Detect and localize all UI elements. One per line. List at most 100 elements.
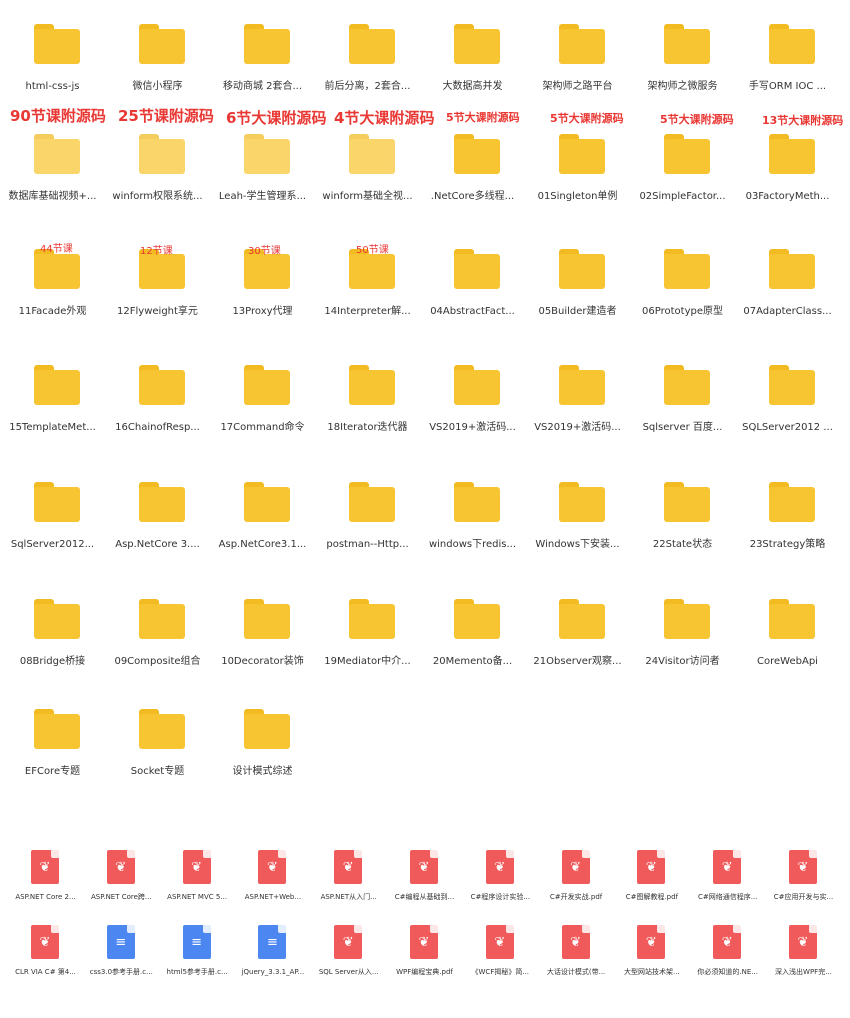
- folder-item[interactable]: html-css-js: [0, 8, 105, 118]
- folder-item[interactable]: VS2019+激活码...: [525, 349, 630, 466]
- folder-item[interactable]: winform权限系统...: [105, 118, 210, 233]
- folder-item[interactable]: 移动商城 2套合...: [210, 8, 315, 118]
- folder-item[interactable]: 微信小程序: [105, 8, 210, 118]
- folder-item[interactable]: 22State状态: [630, 466, 735, 583]
- file-item[interactable]: ❦ ASP.NET从入门...: [311, 846, 386, 921]
- folder-item[interactable]: 02SimpleFactor...: [630, 118, 735, 233]
- folder-item[interactable]: 手写ORM IOC ...: [735, 8, 840, 118]
- folder-item[interactable]: 架构师之微服务: [630, 8, 735, 118]
- file-item[interactable]: ≡ html5参考手册.c...: [160, 921, 235, 996]
- folder-item[interactable]: 17Command命令: [210, 349, 315, 466]
- folder-icon: [34, 365, 80, 405]
- folder-item[interactable]: Asp.NetCore 3....: [105, 466, 210, 583]
- folder-item[interactable]: SQLServer2012 ...: [735, 349, 840, 466]
- file-item[interactable]: ❦ 深入浅出WPF完...: [766, 921, 841, 996]
- folder-item[interactable]: postman--Http...: [315, 466, 420, 583]
- pdf-file-icon: ❦: [31, 850, 59, 884]
- folder-item[interactable]: 11Facade外观: [0, 233, 105, 349]
- folder-item[interactable]: 01Singleton单例: [525, 118, 630, 233]
- file-item[interactable]: ❦ C#开发实战.pdf: [539, 846, 614, 921]
- folder-label: 18Iterator迭代器: [327, 422, 408, 433]
- folder-item[interactable]: .NetCore多线程...: [420, 118, 525, 233]
- pdf-file-icon: ❦: [258, 850, 287, 884]
- file-label: WPF编程宝典.pdf: [396, 968, 453, 976]
- folder-item[interactable]: 13Proxy代理: [210, 233, 315, 349]
- folder-item[interactable]: 24Visitor访问者: [630, 583, 735, 693]
- file-item[interactable]: ❦ ASP.NET Core 2...: [8, 846, 83, 921]
- folder-label: 06Prototype原型: [642, 306, 723, 317]
- folder-item[interactable]: Socket专题: [105, 693, 210, 813]
- folder-item[interactable]: 设计模式综述: [210, 693, 315, 813]
- folder-label: 11Facade外观: [18, 306, 87, 317]
- file-item[interactable]: ❦ ASP.NET MVC 5...: [160, 846, 235, 921]
- file-item[interactable]: ❦ C#应用开发与实...: [766, 846, 841, 921]
- folder-label: 前后分离，2套合...: [324, 81, 411, 92]
- file-item[interactable]: ❦ C#编程从基础到...: [387, 846, 462, 921]
- folder-item[interactable]: 23Strategy策略: [735, 466, 840, 583]
- folder-item[interactable]: 03FactoryMeth...: [735, 118, 840, 233]
- folder-item[interactable]: SqlServer2012...: [0, 466, 105, 583]
- folder-icon: [559, 249, 605, 289]
- folder-icon: [139, 134, 185, 174]
- folder-item[interactable]: 18Iterator迭代器: [315, 349, 420, 466]
- file-item[interactable]: ❦ ASP.NET+Web...: [235, 846, 310, 921]
- folder-item[interactable]: 09Composite组合: [105, 583, 210, 693]
- folder-item[interactable]: 数据库基础视频+...: [0, 118, 105, 233]
- file-item[interactable]: ❦ WPF编程宝典.pdf: [387, 921, 462, 996]
- folder-item[interactable]: 20Memento备...: [420, 583, 525, 693]
- file-item[interactable]: ❦ 《WCF揭秘》简...: [463, 921, 538, 996]
- folder-label: Asp.NetCore3.1...: [218, 539, 307, 550]
- folder-item[interactable]: 04AbstractFact...: [420, 233, 525, 349]
- folder-item[interactable]: 16ChainofResp...: [105, 349, 210, 466]
- file-item[interactable]: ❦ 大型网站技术架...: [614, 921, 689, 996]
- folder-item[interactable]: 07AdapterClass...: [735, 233, 840, 349]
- file-item[interactable]: ❦ SQL Server从入...: [311, 921, 386, 996]
- folder-item[interactable]: 10Decorator装饰: [210, 583, 315, 693]
- folder-label: 微信小程序: [132, 81, 183, 92]
- folder-item[interactable]: 大数据高并发: [420, 8, 525, 118]
- file-item[interactable]: ❦ 大话设计模式(带...: [539, 921, 614, 996]
- pdf-file-icon: ❦: [106, 850, 135, 884]
- folder-item[interactable]: 19Mediator中介...: [315, 583, 420, 693]
- annotation-label: 44节课: [40, 244, 73, 255]
- folder-icon: [454, 134, 500, 174]
- file-item[interactable]: ≡ jQuery_3.3.1_AP...: [235, 921, 310, 996]
- folder-label: 12Flyweight享元: [117, 306, 198, 317]
- folder-item[interactable]: Windows下安装...: [525, 466, 630, 583]
- folder-item[interactable]: Asp.NetCore3.1...: [210, 466, 315, 583]
- folder-item[interactable]: windows下redis...: [420, 466, 525, 583]
- file-label: css3.0参考手册.c...: [89, 968, 153, 976]
- annotation-label: 90节课附源码: [10, 107, 106, 125]
- folder-icon: [454, 24, 500, 64]
- folder-item[interactable]: 12Flyweight享元: [105, 233, 210, 349]
- folder-item[interactable]: 05Builder建造者: [525, 233, 630, 349]
- folder-item[interactable]: 06Prototype原型: [630, 233, 735, 349]
- folder-item[interactable]: 前后分离，2套合...: [315, 8, 420, 118]
- file-item[interactable]: ❦ 你必须知道的.NE...: [690, 921, 765, 996]
- file-item[interactable]: ❦ ASP.NET Core跨...: [84, 846, 159, 921]
- folder-icon: [349, 599, 395, 639]
- folder-item[interactable]: winform基础全视...: [315, 118, 420, 233]
- folder-item[interactable]: 架构师之路平台: [525, 8, 630, 118]
- file-item[interactable]: ≡ css3.0参考手册.c...: [84, 921, 159, 996]
- folder-item[interactable]: 14Interpreter解...: [315, 233, 420, 349]
- file-item[interactable]: ❦ CLR VIA C# 第4...: [8, 921, 83, 996]
- folder-icon: [244, 482, 290, 522]
- file-item[interactable]: ❦ C#程序设计实验...: [463, 846, 538, 921]
- folder-item[interactable]: Sqlserver 百度...: [630, 349, 735, 466]
- folder-item[interactable]: VS2019+激活码...: [420, 349, 525, 466]
- folder-item[interactable]: 21Observer观察...: [525, 583, 630, 693]
- folder-label: 设计模式综述: [232, 766, 293, 777]
- folder-item[interactable]: CoreWebApi: [735, 583, 840, 693]
- folder-item[interactable]: EFCore专题: [0, 693, 105, 813]
- annotation-label: 5节大课附源码: [660, 113, 734, 126]
- folder-item[interactable]: 08Bridge桥接: [0, 583, 105, 693]
- file-item[interactable]: ❦ C#图解教程.pdf: [614, 846, 689, 921]
- file-item[interactable]: ❦ C#网络通信程序...: [690, 846, 765, 921]
- file-label: C#开发实战.pdf: [549, 893, 603, 901]
- folder-item[interactable]: Leah-学生管理系...: [210, 118, 315, 233]
- file-label: 你必须知道的.NE...: [697, 968, 758, 976]
- folder-icon: [244, 134, 290, 174]
- folder-item[interactable]: 15TemplateMet...: [0, 349, 105, 466]
- folder-icon: [244, 599, 290, 639]
